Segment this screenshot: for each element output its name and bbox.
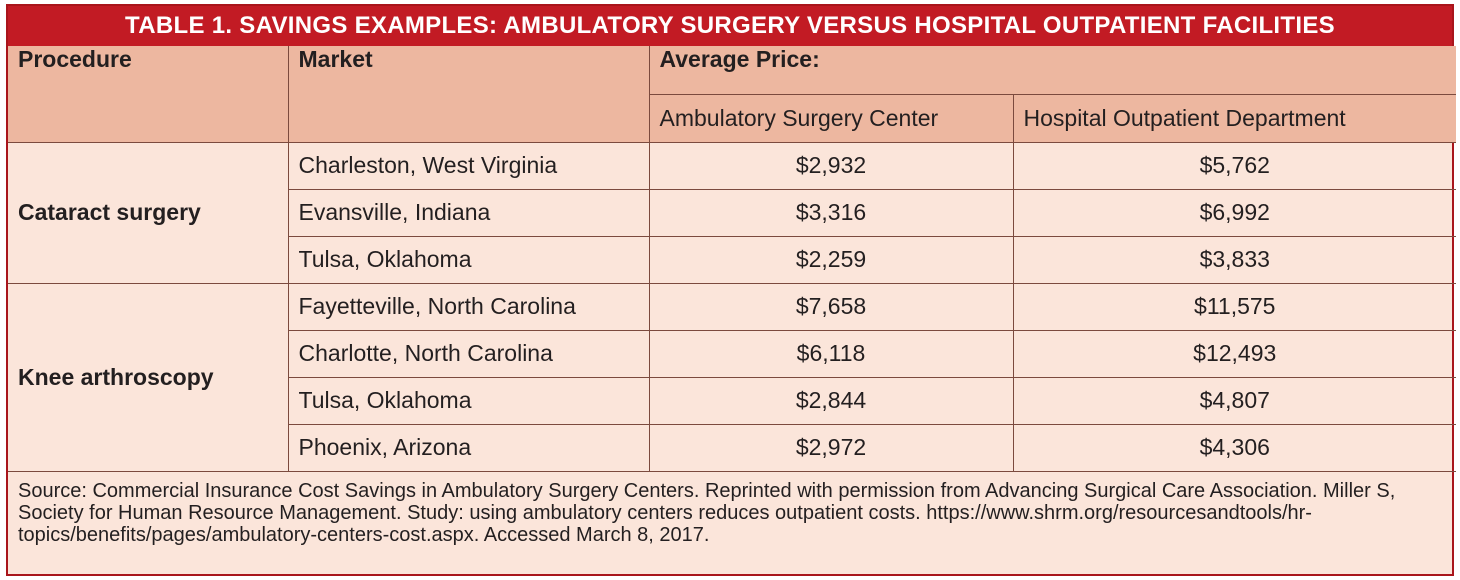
hopd-price-cell: $5,762 <box>1012 141 1456 190</box>
hopd-price-cell: $11,575 <box>1012 282 1456 331</box>
procedure-cell: Knee arthroscopy <box>8 282 289 472</box>
procedure-cell: Cataract surgery <box>8 141 289 284</box>
source-note: Source: Commercial Insurance Cost Saving… <box>18 479 1396 546</box>
market-cell: Charleston, West Virginia <box>287 141 650 190</box>
savings-table: Procedure Market Average Price: Ambulato… <box>8 46 1456 472</box>
asc-price-cell: $2,259 <box>648 235 1014 284</box>
hopd-price-cell: $4,807 <box>1012 376 1456 425</box>
asc-price-cell: $7,658 <box>648 282 1014 331</box>
table-title: TABLE 1. SAVINGS EXAMPLES: AMBULATORY SU… <box>8 6 1452 46</box>
table-row: Cataract surgery Charleston, West Virgin… <box>8 141 1456 284</box>
asc-price-cell: $2,844 <box>648 376 1014 425</box>
header-hopd: Hospital Outpatient Department <box>1012 93 1456 143</box>
asc-price-cell: $6,118 <box>648 329 1014 378</box>
market-cell: Phoenix, Arizona <box>288 423 650 472</box>
hopd-price-cell: $6,992 <box>1012 188 1456 237</box>
asc-price-cell: $2,932 <box>648 141 1014 190</box>
header-market: Market <box>287 46 650 143</box>
market-cell: Fayetteville, North Carolina <box>287 282 650 331</box>
header-procedure: Procedure <box>8 46 289 143</box>
market-cell: Tulsa, Oklahoma <box>288 235 650 284</box>
savings-table-figure: TABLE 1. SAVINGS EXAMPLES: AMBULATORY SU… <box>6 4 1456 576</box>
hopd-price-cell: $12,493 <box>1012 329 1456 378</box>
header-asc: Ambulatory Surgery Center <box>649 93 1014 143</box>
market-cell: Evansville, Indiana <box>288 188 650 237</box>
hopd-price-cell: $3,833 <box>1012 235 1456 284</box>
table-row: Evansville, Indiana $3,316 $6,992 <box>8 188 1456 237</box>
hopd-price-cell: $4,306 <box>1012 423 1456 472</box>
header-row: Procedure Market Average Price: <box>8 46 1456 143</box>
market-cell: Charlotte, North Carolina <box>288 329 650 378</box>
table-row: Tulsa, Oklahoma $2,259 $3,833 <box>8 235 1456 284</box>
table-row: Tulsa, Oklahoma $2,844 $4,807 <box>8 376 1456 425</box>
asc-price-cell: $3,316 <box>648 188 1014 237</box>
header-average-price: Average Price: <box>648 46 1456 95</box>
market-cell: Tulsa, Oklahoma <box>288 376 650 425</box>
subheader-row: Ambulatory Surgery Center Hospital Outpa… <box>8 93 1456 143</box>
asc-price-cell: $2,972 <box>648 423 1014 472</box>
table-row: Phoenix, Arizona $2,972 $4,306 <box>8 423 1456 472</box>
table-row: Knee arthroscopy Fayetteville, North Car… <box>8 282 1456 472</box>
